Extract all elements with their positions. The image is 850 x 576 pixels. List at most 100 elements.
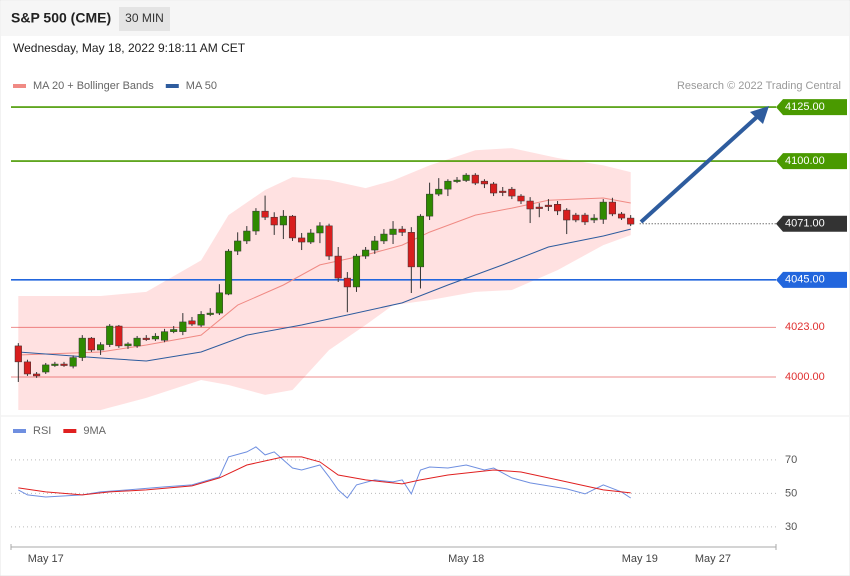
candle-body <box>316 225 324 234</box>
y-tick-label: 50 <box>785 487 797 499</box>
candle-body <box>60 363 68 366</box>
legend-swatch <box>13 84 26 88</box>
candle-body <box>224 250 233 295</box>
candle-body <box>627 217 635 225</box>
level-tag <box>776 271 847 288</box>
candle-body <box>471 174 479 184</box>
candle-body <box>170 329 178 332</box>
candle-body <box>188 320 196 325</box>
candle-body <box>526 200 534 210</box>
x-tick-label: May 19 <box>622 553 658 565</box>
candle-body <box>78 337 86 358</box>
x-tick-label: May 27 <box>695 553 731 565</box>
interval: 30 MIN <box>125 11 164 25</box>
candle-body <box>444 180 452 190</box>
candle-body <box>87 337 95 351</box>
candle-body <box>69 357 77 367</box>
candle-body <box>261 210 269 218</box>
candle-body <box>352 255 361 288</box>
timestamp: Wednesday, May 18, 2022 9:18:11 AM CET <box>13 41 246 55</box>
series-line <box>18 446 631 499</box>
candle-body <box>14 345 22 363</box>
candle-body <box>371 240 379 251</box>
candle-body <box>581 214 589 223</box>
candle-body <box>517 195 525 202</box>
level-label: 4100.00 <box>785 155 825 167</box>
candle-body <box>133 337 141 347</box>
candle-body <box>42 364 50 373</box>
candle-body <box>599 201 607 220</box>
candle-body <box>617 213 626 219</box>
candle-body <box>398 228 406 233</box>
interval-box <box>119 7 170 31</box>
trend-arrow <box>639 114 760 224</box>
candle-body <box>544 204 552 207</box>
candle-body <box>252 210 260 232</box>
candle-body <box>160 331 169 341</box>
y-tick-label: 30 <box>785 521 797 533</box>
candle-body <box>416 215 425 268</box>
candle-body <box>307 232 315 243</box>
candle-body <box>499 190 507 193</box>
credit: Research © 2022 Trading Central <box>677 80 841 92</box>
series-line <box>18 228 631 362</box>
level-label: 4071.00 <box>785 218 825 230</box>
candle-body <box>151 335 159 340</box>
candle-body <box>270 216 278 226</box>
candle-body <box>298 237 306 243</box>
legend-swatch <box>63 429 77 433</box>
series-line <box>18 456 631 496</box>
candle-body <box>115 325 123 347</box>
candle-body <box>124 343 132 347</box>
level-tag <box>776 153 847 170</box>
candle-body <box>462 174 470 181</box>
candle-body <box>97 344 105 351</box>
candle-body <box>572 214 580 221</box>
legend-label: MA 20 + Bollinger Bands <box>33 80 154 92</box>
x-tick-label: May 18 <box>448 553 484 565</box>
level-label: 4125.00 <box>785 101 825 113</box>
candle-body <box>215 292 223 314</box>
candle-body <box>206 312 214 315</box>
candle-body <box>453 179 461 182</box>
legend-swatch <box>165 84 179 88</box>
candle-body <box>179 321 187 332</box>
candle-body <box>334 255 342 279</box>
candle-body <box>608 201 616 215</box>
candle-body <box>554 204 562 212</box>
level-tag <box>776 99 847 116</box>
level-label: 4000.00 <box>785 371 825 383</box>
candle-body <box>590 217 598 221</box>
candle-body <box>325 225 333 257</box>
candle-body <box>197 314 205 326</box>
candle-body <box>480 180 488 185</box>
y-tick-label: 70 <box>785 454 797 466</box>
candle-body <box>426 193 434 217</box>
level-label: 4023.00 <box>785 321 825 333</box>
candle-body <box>142 337 150 340</box>
candle-body <box>343 277 351 288</box>
candle-body <box>407 232 415 268</box>
candle-body <box>288 215 297 239</box>
level-tag <box>776 215 847 232</box>
candle-body <box>380 233 388 242</box>
legend-swatch <box>13 429 26 433</box>
x-tick-label: May 17 <box>28 553 64 565</box>
level-label: 4045.00 <box>785 274 825 286</box>
candle-body <box>508 188 516 197</box>
candle-body <box>23 361 32 375</box>
candle-body <box>535 206 543 209</box>
candle-body <box>389 228 397 235</box>
trend-arrow-head <box>750 106 769 124</box>
candle-body <box>279 215 287 226</box>
candle-body <box>490 183 498 194</box>
legend-label: MA 50 <box>186 80 217 92</box>
candle-body <box>234 240 242 252</box>
candle-body <box>362 249 370 257</box>
candle-body <box>563 209 571 221</box>
candle-body <box>435 188 443 195</box>
candle-body <box>106 325 114 345</box>
candle-body <box>51 363 59 366</box>
